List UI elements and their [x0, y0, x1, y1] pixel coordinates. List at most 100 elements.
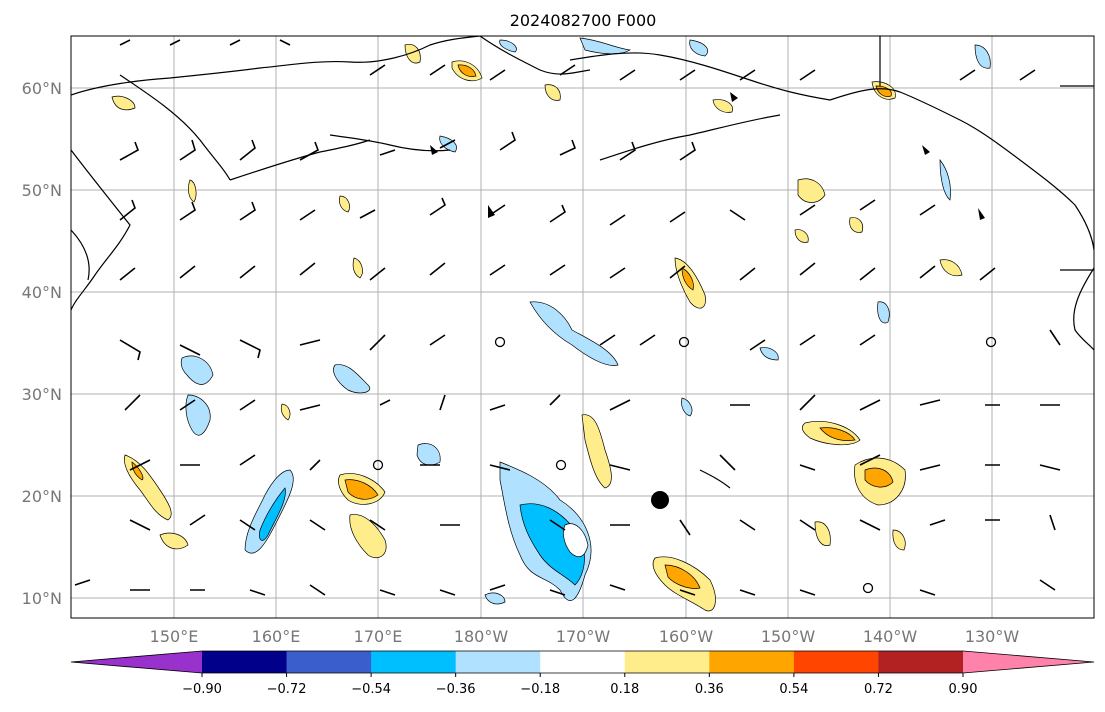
contour-pos-40n-core — [681, 267, 694, 291]
contour-neg-north1 — [579, 37, 632, 55]
map-area — [71, 36, 1094, 618]
lon-label-170w: 170°W — [556, 627, 611, 646]
colorbar-tick-label: −0.18 — [520, 682, 560, 697]
lat-label-20n: 20°N — [22, 487, 62, 506]
contour-pos-small4 — [280, 403, 291, 421]
contour-neg-north3 — [499, 39, 517, 53]
barbs-row-7 — [129, 454, 1061, 471]
colorbar-tick-label: 0.90 — [949, 682, 978, 697]
contour-neg-north2 — [689, 39, 709, 57]
contour-pos-20n-east-core — [864, 467, 894, 488]
contour-pos-central — [581, 414, 612, 489]
colorbar-segment — [624, 651, 710, 673]
lon-label-160w: 160°W — [659, 627, 714, 646]
contour-neg-east2 — [877, 301, 890, 324]
contour-neg-west-south-core — [259, 487, 286, 541]
contour-neg-180-small — [416, 443, 441, 466]
colorbar-extend-max — [963, 651, 1094, 673]
coast-bering — [479, 36, 591, 75]
contour-pos-north-east — [712, 99, 733, 113]
lat-label-30n: 30°N — [22, 385, 62, 404]
contour-pos-50n — [797, 178, 826, 203]
barbs-row-0 — [369, 64, 1036, 81]
contour-pos-30n-east-core — [819, 427, 856, 441]
calm-circle — [862, 582, 874, 594]
barbs-row-9 — [74, 579, 1056, 596]
colorbar-tick-label: −0.36 — [436, 682, 476, 697]
map-title: 2024082700 F000 — [510, 11, 657, 30]
coast-siberia — [71, 36, 481, 96]
barbs-row-6 — [124, 394, 1060, 411]
coast-aleutians — [599, 114, 781, 161]
lon-label-160e: 160°E — [252, 627, 301, 646]
contour-pos-small3 — [352, 257, 363, 279]
contour-pos-45n-2 — [849, 217, 864, 233]
colorbar-segment — [455, 651, 541, 673]
contour-pos-15n — [814, 521, 831, 546]
barbs-row-3 — [119, 197, 936, 226]
barbs-row-5 — [119, 329, 1061, 361]
lat-label-40n: 40°N — [22, 283, 62, 302]
colorbar-tick-label: 0.72 — [864, 682, 893, 697]
contour-pos-170e-south — [349, 514, 387, 559]
calm-circle — [372, 459, 384, 471]
contour-neg-hawaii — [681, 397, 693, 417]
coastlines — [71, 36, 1094, 489]
lon-axis: 150°E 160°E 170°E 180°W 170°W 160°W 150°… — [150, 627, 1020, 646]
lon-label-130w: 130°W — [965, 627, 1020, 646]
barbs-row-8 — [129, 514, 1056, 536]
colorbar-tick-label: −0.72 — [267, 682, 307, 697]
contour-neg-170e — [333, 364, 370, 394]
calm-circle — [678, 336, 690, 348]
coast-hawaii — [699, 469, 731, 489]
colorbar-extend-min — [71, 651, 202, 673]
contour-neg-northeast — [974, 44, 991, 69]
contour-pos-west-small — [159, 532, 189, 550]
coast-kamchatka — [119, 74, 231, 181]
colorbar-tick-label: −0.90 — [182, 682, 222, 697]
lon-label-170e: 170°E — [354, 627, 403, 646]
barbs-row-4 — [119, 262, 996, 281]
calm-circle — [555, 459, 567, 471]
lon-label-140w: 140°W — [863, 627, 918, 646]
storm-center-marker — [651, 491, 669, 509]
gridlines — [71, 36, 1094, 618]
contour-pos-45n — [794, 229, 809, 243]
contour-pos-15n-2 — [892, 529, 906, 551]
lon-label-180w: 180°W — [454, 627, 509, 646]
calm-circles — [372, 336, 997, 594]
lat-axis: 10°N 20°N 30°N 40°N 50°N 60°N — [22, 79, 62, 608]
calm-circle — [494, 336, 506, 348]
colorbar-segment — [709, 651, 795, 673]
contour-pos-north-central — [544, 84, 561, 101]
contour-neg-west-mid2 — [185, 394, 211, 436]
colorbar-tick-label: −0.54 — [351, 682, 391, 697]
contour-pos-south-core — [664, 564, 701, 589]
contour-neg-central-mid — [529, 301, 619, 366]
barbs-row-2 — [119, 131, 696, 161]
colorbar-segment — [371, 651, 457, 673]
contour-pos-bering1-core — [457, 64, 477, 77]
contour-pos-small2 — [339, 195, 350, 213]
contour-pos-170e-core — [344, 479, 379, 500]
colorbar: −0.90 −0.72 −0.54 −0.36 −0.18 0.18 0.36 0.54 0.7… — [70, 650, 1095, 697]
lon-label-150e: 150°E — [150, 627, 199, 646]
contour-pos-kamchatka — [111, 95, 136, 111]
coast-kurils-japan — [71, 149, 131, 311]
lat-label-10n: 10°N — [22, 589, 62, 608]
colorbar-segment — [540, 651, 626, 673]
coast-hokkaido — [71, 229, 90, 281]
calm-circle — [985, 336, 997, 348]
lat-label-50n: 50°N — [22, 181, 62, 200]
colorbar-segment — [286, 651, 372, 673]
barbs-row-1 — [119, 39, 291, 46]
coast-alaska-north-america — [569, 52, 1094, 251]
lat-label-60n: 60°N — [22, 79, 62, 98]
contour-pos-40n-east — [939, 259, 963, 277]
contour-neg-coast — [939, 159, 951, 201]
wind-barbs — [74, 39, 1061, 596]
colorbar-segments — [70, 650, 1095, 674]
contour-neg-south-edge — [484, 592, 506, 605]
